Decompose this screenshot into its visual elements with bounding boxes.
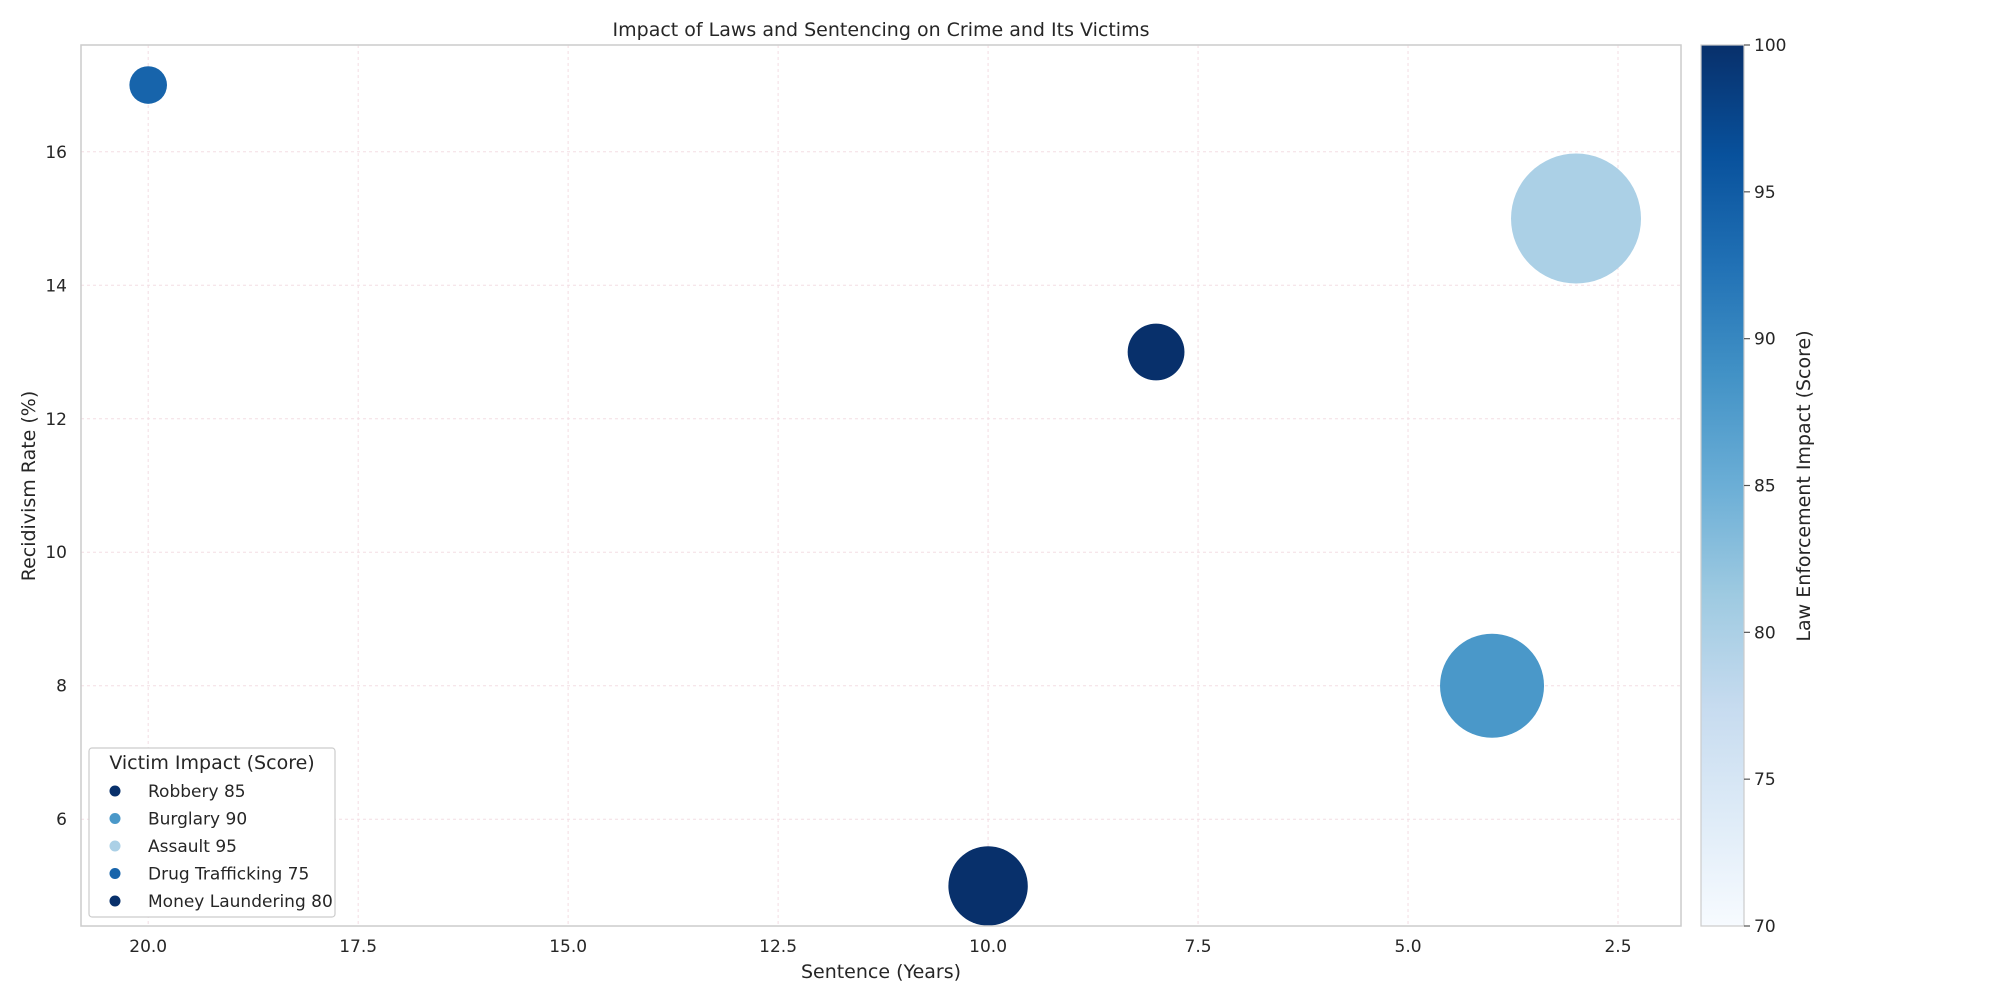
x-tick-label: 17.5 (339, 937, 377, 957)
legend-entry: Burglary 90 (148, 810, 247, 830)
x-tick-label: 2.5 (1604, 937, 1631, 957)
x-tick-label: 15.0 (549, 937, 587, 957)
colorbar-gradient (1700, 44, 1745, 927)
legend-entry: Drug Trafficking 75 (148, 865, 309, 885)
x-tick-label: 5.0 (1395, 937, 1422, 957)
bubble-point (129, 66, 167, 104)
colorbar-tick-label: 75 (1754, 770, 1776, 790)
bubble-point (1440, 633, 1545, 738)
legend-marker (109, 813, 121, 824)
colorbar-tick-label: 80 (1754, 623, 1776, 643)
bubble-point (1127, 323, 1185, 381)
legend-title: Victim Impact (Score) (109, 752, 314, 774)
legend: Victim Impact (Score) Robbery 85 Burglary… (88, 747, 336, 918)
y-axis-label: Recidivism Rate (%) (18, 391, 40, 582)
colorbar-tick-label: 100 (1754, 36, 1786, 56)
x-tick-label: 12.5 (759, 937, 797, 957)
x-axis-label: Sentence (Years) (801, 961, 961, 983)
colorbar-tick-label: 90 (1754, 330, 1776, 350)
legend-entry: Assault 95 (148, 837, 237, 857)
y-tick-label: 8 (56, 677, 67, 697)
legend-box (88, 747, 336, 918)
colorbar-tick-label: 95 (1754, 183, 1776, 203)
legend-entry: Robbery 85 (148, 782, 246, 802)
legend-items: Robbery 85 Burglary 90 Assault 95 Drug Traf… (109, 782, 333, 912)
legend-marker (109, 840, 121, 852)
legend-entry: Money Laundering 80 (148, 892, 333, 912)
grid-lines (81, 45, 1681, 926)
chart-title: Impact of Laws and Sentencing on Crime a… (613, 19, 1150, 41)
bubble-point (948, 846, 1028, 926)
y-tick-label: 6 (56, 810, 67, 830)
x-axis-ticks: 20.0 17.5 15.0 12.5 10.0 7.5 5.0 2.5 (129, 937, 1631, 957)
data-bubbles (129, 66, 1642, 926)
y-tick-label: 10 (45, 543, 67, 563)
colorbar-tick-label: 85 (1754, 477, 1776, 497)
colorbar: 70 75 80 85 90 95 100 Law Enforcement Impact (… (1700, 36, 1815, 937)
bubble-point (1511, 153, 1642, 284)
plot-frame (80, 44, 1682, 927)
legend-marker (109, 868, 121, 879)
x-tick-label: 20.0 (129, 937, 167, 957)
legend-marker (109, 785, 121, 797)
x-tick-label: 10.0 (969, 937, 1007, 957)
colorbar-tick-label: 70 (1754, 917, 1776, 937)
y-tick-label: 14 (45, 276, 67, 296)
colorbar-ticks: 70 75 80 85 90 95 100 (1744, 36, 1786, 937)
colorbar-label: Law Enforcement Impact (Score) (1793, 330, 1815, 641)
y-tick-label: 12 (45, 410, 67, 430)
y-tick-label: 16 (45, 143, 67, 163)
legend-marker (109, 895, 121, 907)
y-axis-ticks: 6 8 10 12 14 16 (45, 143, 67, 830)
x-tick-label: 7.5 (1185, 937, 1212, 957)
